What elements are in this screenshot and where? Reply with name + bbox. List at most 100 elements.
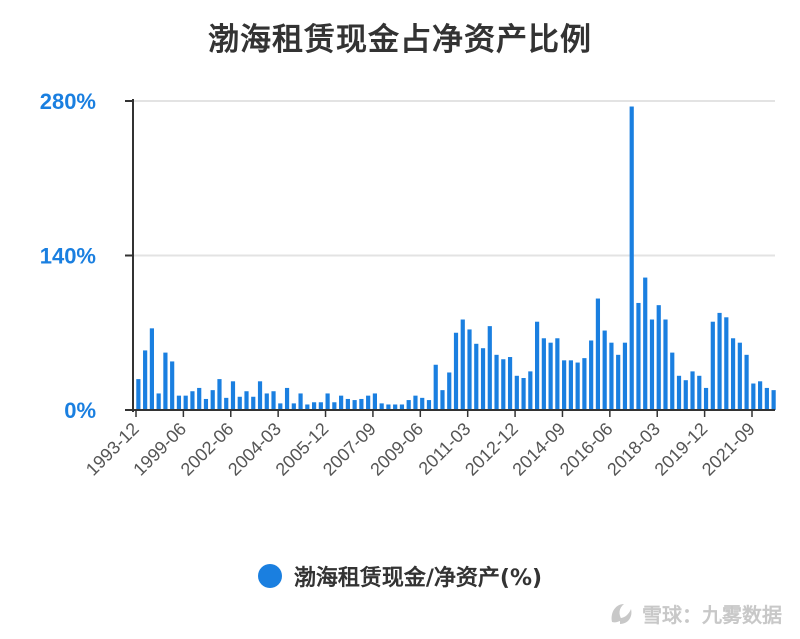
bar[interactable] [413,395,418,410]
bar[interactable] [156,393,161,410]
bar[interactable] [616,354,621,410]
bars-layer [136,106,776,411]
bar[interactable] [197,387,202,410]
bar[interactable] [311,402,317,410]
bar[interactable] [764,387,769,410]
bar[interactable] [663,319,668,410]
bar[interactable] [582,358,587,410]
bar[interactable] [697,375,702,410]
bar[interactable] [589,340,594,410]
bar[interactable] [257,381,263,410]
bar[interactable] [710,321,715,410]
bar[interactable] [602,330,607,410]
bar[interactable] [670,352,675,410]
bar[interactable] [771,390,776,410]
bar[interactable] [420,397,425,410]
bar[interactable] [217,379,222,410]
bar[interactable] [170,361,175,410]
bar[interactable] [568,360,573,410]
bar[interactable] [386,404,391,410]
bar[interactable] [703,387,709,410]
bar[interactable] [325,393,330,410]
bar[interactable] [555,338,560,410]
bar[interactable] [737,342,742,410]
bar[interactable] [183,395,188,410]
bar[interactable] [433,364,438,410]
bar[interactable] [163,352,168,410]
bar[interactable] [251,396,256,410]
bar[interactable] [237,396,242,410]
bar[interactable] [143,350,148,410]
bar[interactable] [203,398,209,410]
bar[interactable] [284,387,290,410]
bar[interactable] [149,328,154,410]
bar[interactable] [379,403,384,410]
bar[interactable] [352,400,357,410]
bar[interactable] [643,277,648,410]
bar[interactable] [474,343,479,410]
bar[interactable] [453,332,459,410]
bar[interactable] [758,381,763,410]
bar[interactable] [440,390,445,410]
bar[interactable] [332,402,337,410]
bar[interactable] [507,357,513,410]
bar[interactable] [460,319,465,410]
legend-label[interactable]: 渤海租赁现金/净资产(%) [293,566,543,591]
bar[interactable] [548,342,553,410]
bar[interactable] [190,391,195,410]
bar[interactable] [730,338,736,410]
bar[interactable] [636,302,641,410]
legend[interactable]: 渤海租赁现金/净资产(%) [0,560,800,592]
bar[interactable] [426,400,432,410]
snowball-logo-icon [611,604,632,624]
bar[interactable] [244,391,249,410]
bar[interactable] [372,393,377,410]
bar[interactable] [345,398,350,410]
bar[interactable] [683,380,688,410]
bar[interactable] [230,381,236,410]
bar[interactable] [744,354,749,410]
bar[interactable] [366,395,371,410]
bar[interactable] [399,404,405,410]
bar[interactable] [541,338,546,410]
bar[interactable] [487,326,492,410]
axis-layer [125,99,775,417]
bar[interactable] [494,354,499,410]
bar[interactable] [622,342,628,410]
bar[interactable] [656,305,661,410]
bar[interactable] [136,379,141,410]
bar[interactable] [278,403,283,410]
bar[interactable] [690,371,695,411]
bar[interactable] [724,317,729,410]
bar[interactable] [176,395,182,410]
bar[interactable] [305,404,310,410]
bar[interactable] [535,321,540,410]
bar[interactable] [447,372,452,410]
bar[interactable] [751,383,756,410]
bar[interactable] [521,378,526,410]
bar[interactable] [224,397,229,410]
bar[interactable] [210,390,215,410]
bar[interactable] [595,298,601,410]
bar[interactable] [501,359,506,410]
bar[interactable] [649,319,655,410]
bar[interactable] [480,348,486,410]
bar[interactable] [609,342,614,410]
bar[interactable] [575,362,580,410]
bar[interactable] [339,395,344,410]
bar[interactable] [359,398,364,410]
bar[interactable] [271,391,276,410]
bar[interactable] [291,403,296,410]
bar[interactable] [676,375,682,410]
bar[interactable] [318,402,323,410]
bar[interactable] [629,106,634,411]
bar[interactable] [393,404,398,410]
bar[interactable] [528,371,533,411]
bar[interactable] [562,360,567,410]
bar[interactable] [406,400,411,410]
bar[interactable] [264,393,269,410]
bar[interactable] [467,329,472,410]
bar[interactable] [298,393,303,410]
bar[interactable] [717,312,722,410]
bar[interactable] [514,375,519,410]
